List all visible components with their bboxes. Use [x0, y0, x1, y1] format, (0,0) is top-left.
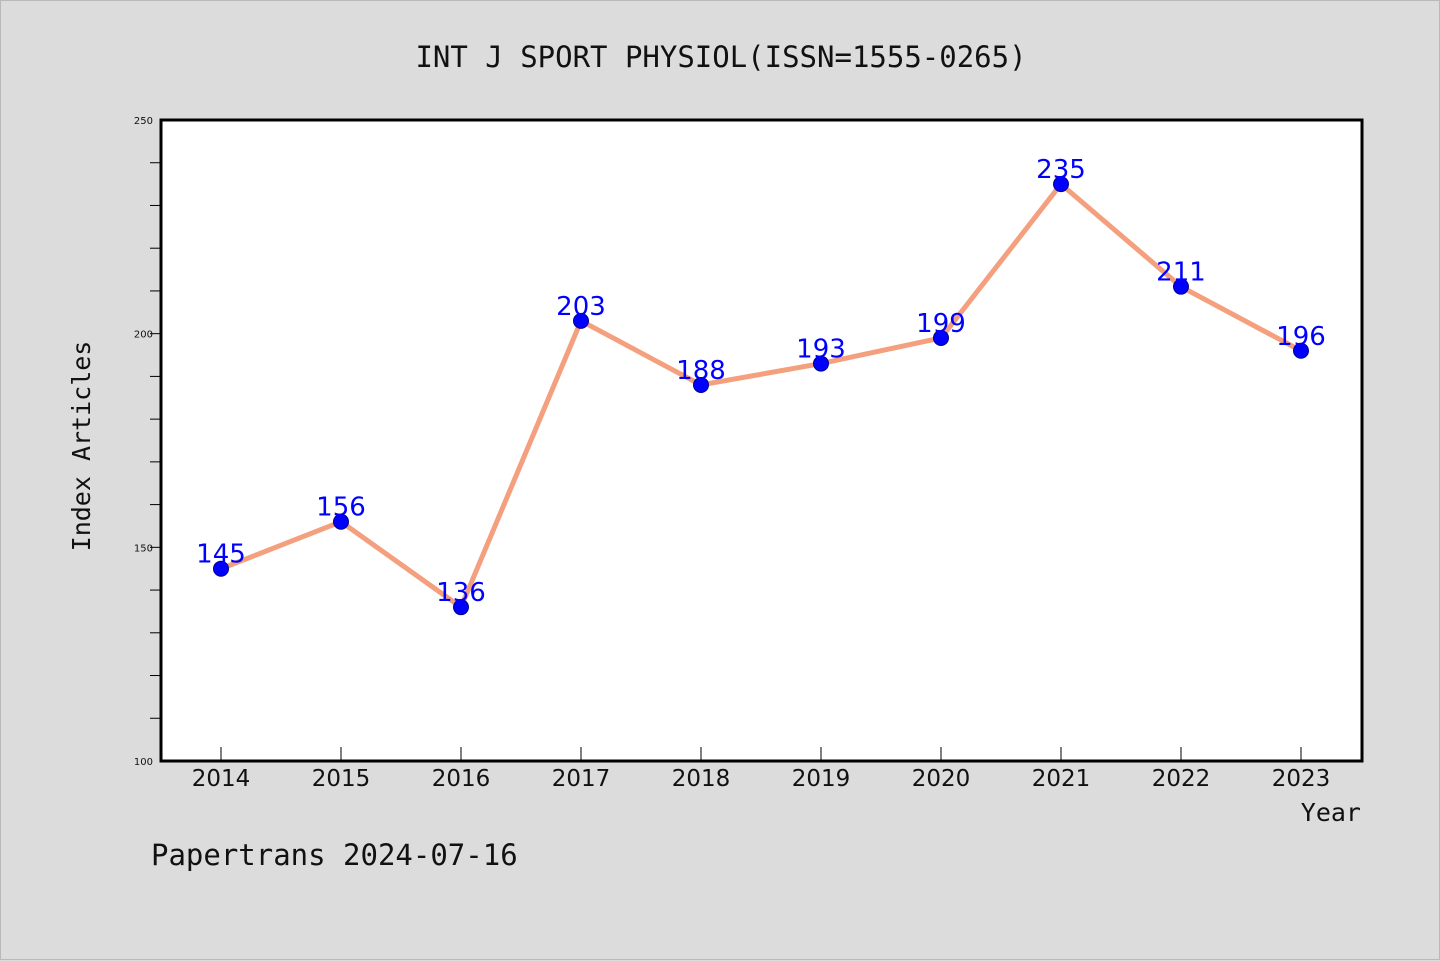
x-tick-label: 2015 [312, 766, 371, 792]
data-point-label: 211 [1156, 258, 1206, 288]
series-line-group [218, 181, 1304, 610]
series-line-segment [1058, 181, 1184, 290]
series-line-segment [698, 361, 824, 388]
data-point-marker [813, 355, 829, 372]
data-point-marker [693, 376, 709, 393]
data-point-marker [333, 513, 349, 530]
series-line-segment [218, 519, 344, 572]
y-tick-label: 100 [134, 757, 153, 768]
data-point-marker [213, 560, 229, 577]
x-axis-label: Year [1301, 798, 1361, 827]
y-axis-label: Index Articles [67, 341, 96, 552]
x-tick-label: 2018 [672, 766, 731, 792]
x-tick-label: 2020 [912, 766, 971, 792]
data-point-label: 145 [196, 540, 246, 570]
data-point-marker [933, 329, 949, 346]
x-tick-label: 2017 [552, 766, 611, 792]
data-point-label: 193 [796, 335, 846, 365]
y-tick-label: 200 [134, 330, 153, 341]
series-line-segment [818, 335, 944, 367]
x-axis-ticks: 2014 2015 2016 2017 2018 2019 2020 2021 2022 2023 [192, 747, 1331, 792]
x-tick-label: 2014 [192, 766, 251, 792]
x-tick-label: 2019 [792, 766, 851, 792]
data-label-group: 145 156 136 203 188 193 199 235 211 196 [196, 155, 1326, 608]
series-line-segment [578, 318, 704, 388]
data-point-marker [573, 312, 589, 329]
series-line-segment [458, 318, 584, 610]
data-point-label: 203 [556, 292, 606, 322]
plot-area [159, 118, 1364, 763]
data-point-label: 235 [1036, 155, 1086, 185]
data-point-marker [1173, 278, 1189, 295]
data-point-label: 196 [1276, 322, 1326, 352]
x-tick-label: 2021 [1032, 766, 1091, 792]
x-tick-label: 2016 [432, 766, 491, 792]
series-line-segment [338, 519, 464, 610]
data-point-label: 199 [916, 309, 966, 339]
x-tick-label: 2023 [1272, 766, 1331, 792]
x-tick-label: 2022 [1152, 766, 1211, 792]
series-line-segment [1178, 284, 1304, 354]
y-tick-label: 150 [134, 543, 153, 554]
series-line-segment [938, 181, 1064, 341]
y-axis-ticks: 100 150 200 250 [134, 116, 161, 768]
y-tick-label: 250 [134, 116, 153, 127]
chart-title: INT J SPORT PHYSIOL(ISSN=1555-0265) [415, 40, 1026, 74]
footer-text: Papertrans 2024-07-16 [151, 838, 518, 872]
series-marker-group [213, 176, 1309, 616]
data-point-label: 188 [676, 356, 726, 386]
data-point-marker [1293, 342, 1309, 359]
data-point-label: 156 [316, 493, 366, 523]
data-point-marker [1053, 176, 1069, 193]
data-point-label: 136 [436, 578, 486, 608]
data-point-marker [453, 599, 469, 616]
